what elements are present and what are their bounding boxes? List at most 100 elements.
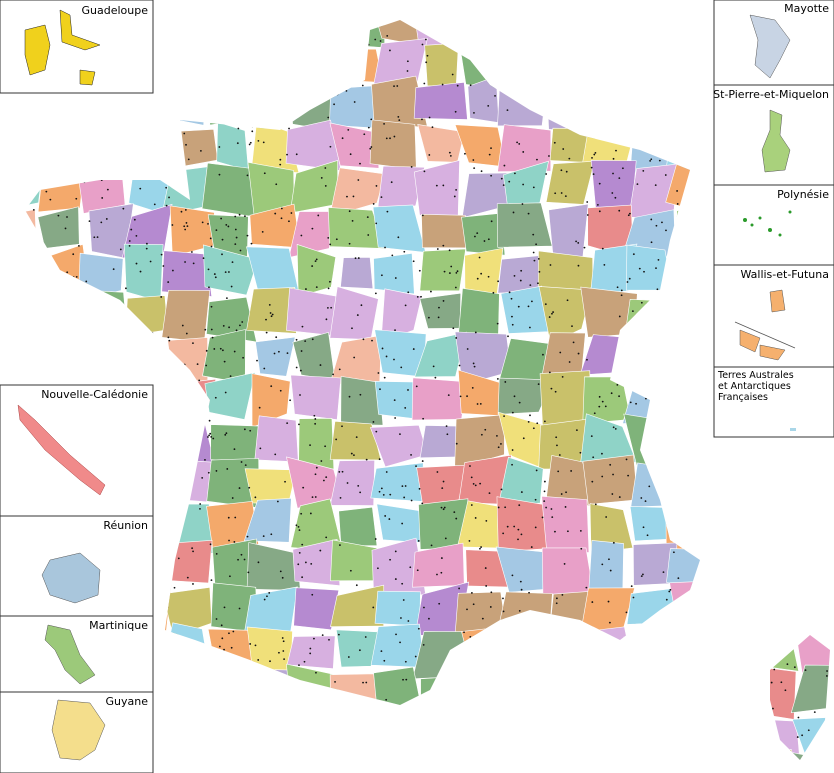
commune-dot — [293, 758, 296, 760]
commune-dot — [104, 113, 107, 116]
commune-dot — [680, 499, 683, 501]
commune-dot — [665, 598, 668, 601]
commune-dot — [644, 500, 647, 503]
commune-dot — [197, 42, 200, 45]
commune-dot — [766, 688, 769, 691]
commune-dot — [537, 383, 540, 386]
commune-dot — [645, 397, 647, 400]
commune-dot — [338, 49, 341, 52]
commune-dot — [321, 20, 323, 21]
commune-dot — [758, 644, 760, 647]
commune-dot — [560, 493, 563, 495]
commune-dot — [353, 101, 356, 103]
commune-dot — [591, 87, 594, 89]
department — [748, 623, 800, 672]
department — [161, 289, 211, 343]
commune-dot — [702, 462, 704, 465]
commune-dot — [711, 156, 714, 159]
commune-dot — [465, 697, 467, 700]
commune-dot — [72, 350, 74, 353]
commune-dot — [202, 763, 204, 765]
commune-dot — [178, 766, 180, 768]
commune-dot — [298, 529, 301, 531]
commune-dot — [665, 48, 667, 51]
commune-dot — [168, 372, 171, 375]
commune-dot — [519, 632, 521, 635]
commune-dot — [591, 601, 594, 603]
commune-dot — [122, 207, 125, 210]
department — [296, 244, 337, 298]
commune-dot — [473, 365, 476, 368]
commune-dot — [437, 316, 440, 319]
commune-dot — [192, 342, 194, 345]
commune-dot — [163, 14, 165, 16]
commune-dot — [245, 111, 248, 113]
commune-dot — [204, 328, 207, 331]
commune-dot — [616, 286, 619, 289]
commune-dot — [803, 472, 805, 475]
department — [25, 119, 46, 170]
commune-dot — [638, 101, 641, 104]
commune-dot — [808, 631, 810, 634]
department — [748, 718, 801, 760]
commune-dot — [609, 42, 612, 45]
commune-dot — [77, 347, 80, 350]
commune-dot — [236, 106, 238, 109]
department — [626, 244, 673, 291]
commune-dot — [671, 387, 674, 389]
commune-dot — [325, 318, 328, 321]
commune-dot — [130, 358, 132, 361]
department — [380, 288, 423, 342]
commune-dot — [244, 464, 247, 466]
commune-dot — [72, 280, 75, 283]
department — [664, 20, 711, 49]
commune-dot — [521, 203, 524, 205]
commune-dot — [129, 336, 132, 338]
department — [25, 288, 49, 340]
commune-dot — [395, 633, 397, 636]
commune-dot — [201, 476, 204, 479]
commune-dot — [359, 722, 362, 725]
commune-dot — [233, 541, 236, 543]
department — [286, 663, 343, 719]
commune-dot — [257, 139, 260, 142]
department — [545, 160, 595, 205]
commune-dot — [821, 533, 824, 536]
commune-dot — [391, 254, 394, 257]
commune-dot — [196, 363, 199, 366]
commune-dot — [336, 710, 339, 713]
commune-dot — [186, 26, 188, 29]
commune-dot — [772, 725, 775, 728]
commune-dot — [466, 395, 468, 398]
commune-dot — [690, 692, 693, 695]
commune-dot — [602, 102, 605, 105]
department — [794, 544, 830, 596]
commune-dot — [410, 499, 413, 502]
commune-dot — [503, 86, 505, 89]
department — [329, 167, 386, 218]
commune-dot — [488, 153, 491, 156]
commune-dot — [511, 315, 513, 318]
commune-dot — [456, 270, 459, 273]
commune-dot — [452, 327, 455, 330]
commune-dot — [712, 470, 715, 473]
commune-dot — [286, 422, 289, 424]
commune-dot — [560, 192, 563, 194]
commune-dot — [490, 591, 493, 594]
commune-dot — [520, 588, 523, 591]
commune-dot — [362, 681, 364, 684]
commune-dot — [627, 214, 630, 217]
commune-dot — [533, 259, 536, 262]
commune-dot — [357, 179, 360, 181]
commune-dot — [215, 38, 218, 41]
commune-dot — [566, 299, 569, 302]
commune-dot — [223, 648, 225, 651]
department — [708, 664, 765, 717]
commune-dot — [145, 247, 148, 250]
department — [374, 590, 421, 627]
commune-dot — [787, 629, 790, 631]
commune-dot — [331, 36, 334, 39]
commune-dot — [650, 218, 653, 221]
commune-dot — [698, 88, 700, 91]
commune-dot — [362, 338, 365, 341]
